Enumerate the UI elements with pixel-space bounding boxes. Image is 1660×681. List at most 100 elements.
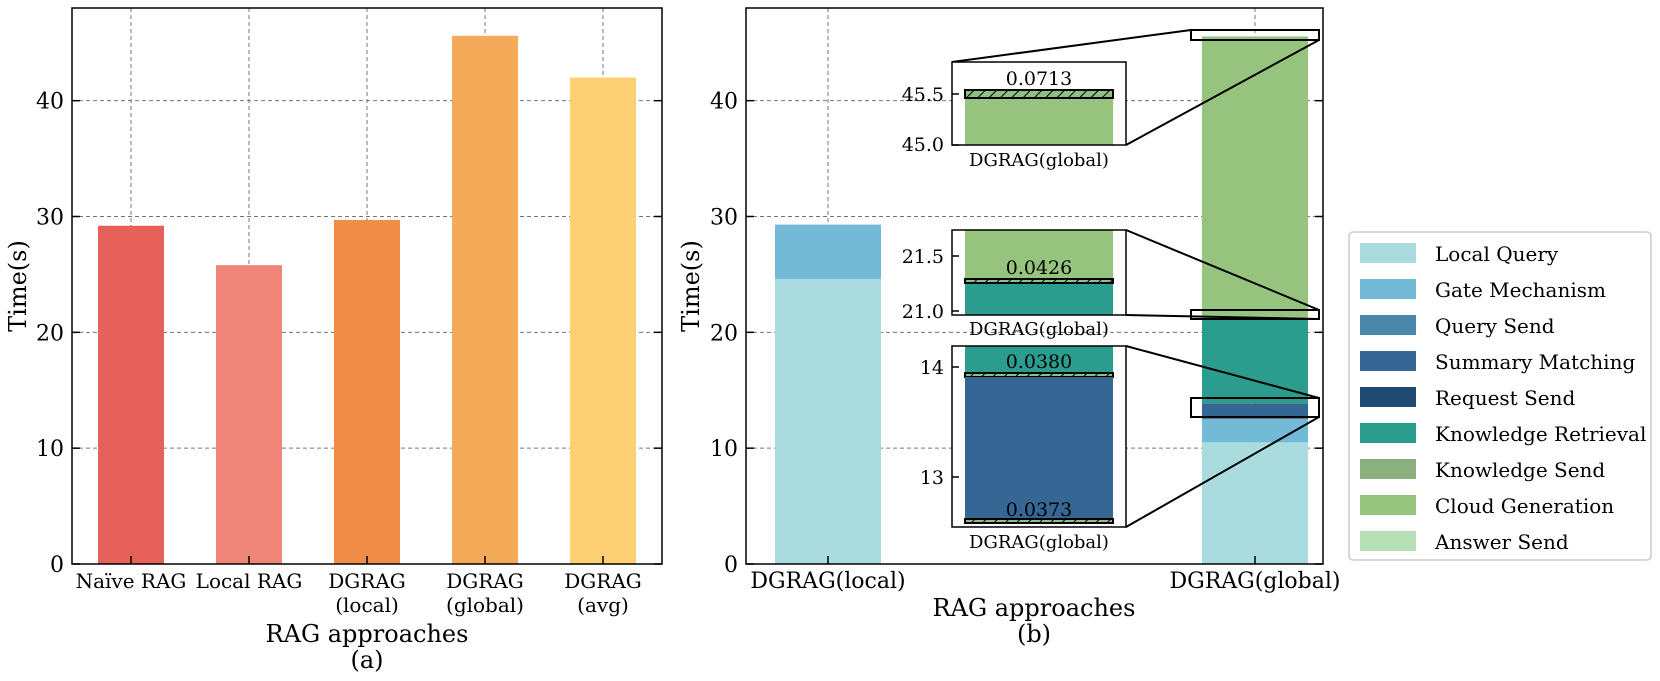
legend-swatch-knowledge-retrieval	[1360, 423, 1416, 443]
panel-a-x-axis-label: RAG approaches	[266, 620, 469, 648]
inset-top-x-label: DGRAG(global)	[969, 150, 1109, 171]
inset-middle-annotation-knowledge-send: 0.0426	[1006, 257, 1072, 279]
legend-label-knowledge-send: Knowledge Send	[1435, 458, 1605, 482]
panel-a-ytick-label-0: 0	[50, 553, 64, 578]
panel-a-xtick-label-local-rag-0: Local RAG	[196, 569, 303, 593]
panel-b-bar-dgrag-global-summary-matching	[1202, 403, 1308, 419]
inset-middle-tick-label-21-0: 21.0	[902, 301, 944, 323]
panel-a-bar-na-ve-rag	[98, 225, 164, 564]
inset-middle-bar-knowledge-retrieval	[965, 284, 1113, 315]
inset-top-frame	[951, 61, 1127, 146]
legend-label-request-send: Request Send	[1435, 386, 1575, 410]
legend-swatch-gate-mechanism	[1360, 279, 1416, 299]
inset-bottom-tick-label-14: 14	[920, 357, 944, 379]
zoom-box-top	[1190, 29, 1320, 41]
legend-swatch-request-send	[1360, 387, 1416, 407]
zoom-box-middle	[1190, 309, 1320, 320]
connector-middle-lower	[1125, 314, 1320, 320]
inset-middle-bar-knowledge-send	[964, 278, 1114, 284]
inset-bottom-x-label: DGRAG(global)	[969, 532, 1109, 553]
panel-b-bar-dgrag-global-query-send	[1202, 418, 1308, 420]
panel-a-xtick-label-dgrag-global-1: (global)	[446, 593, 524, 617]
inset-middle-frame	[951, 229, 1127, 316]
panel-a-bar-dgrag-local	[334, 219, 400, 564]
panel-b-bar-dgrag-global-local-query	[1202, 442, 1308, 564]
legend-label-gate-mechanism: Gate Mechanism	[1435, 278, 1606, 302]
legend-swatch-summary-matching	[1360, 351, 1416, 371]
panel-b-ytick-label-40: 40	[710, 90, 738, 115]
panel-a-bars	[98, 35, 636, 565]
panel-a-caption: (a)	[350, 646, 383, 674]
legend-label-query-send: Query Send	[1435, 314, 1555, 338]
panel-b-ytick-label-30: 30	[710, 206, 738, 231]
panel-b-ytick-label-0: 0	[724, 553, 738, 578]
legend-label-summary-matching: Summary Matching	[1435, 350, 1635, 374]
panel-b-frame	[745, 7, 1324, 565]
inset-top-annotation-answer-send: 0.0713	[1006, 68, 1072, 90]
inset-bottom-bar-knowledge-retrieval	[965, 346, 1113, 373]
connector-top-upper	[951, 29, 1192, 63]
inset-middle-bar-cloud-generation	[965, 230, 1113, 279]
legend-label-answer-send: Answer Send	[1434, 530, 1569, 554]
panel-b-xtick-label-dgrag-local: DGRAG(local)	[750, 569, 905, 594]
legend-label-cloud-generation: Cloud Generation	[1435, 494, 1614, 518]
panel-a-bar-local-rag	[216, 265, 282, 564]
panel-b: 0 10 20 30 40 DGRAG(local) DGRAG(global) Time…	[677, 7, 1341, 648]
inset-bottom-tick-label-13: 13	[920, 467, 944, 489]
legend-label-knowledge-retrieval: Knowledge Retrieval	[1435, 422, 1646, 446]
panel-b-caption: (b)	[1017, 620, 1051, 648]
panel-a-xtick-label-dgrag-avg-0: DGRAG	[564, 569, 642, 593]
panel-a-xtick-label-dgrag-local-0: DGRAG	[328, 569, 406, 593]
panel-b-bar-dgrag-local-gate-mechanism	[775, 224, 881, 280]
panel-b-x-ticks: DGRAG(local) DGRAG(global)	[750, 556, 1341, 594]
inset-bottom-annotation-request-send: 0.0380	[1006, 351, 1072, 373]
legend-swatch-knowledge-send	[1360, 459, 1416, 479]
inset-bottom-annotation-query-send: 0.0373	[1006, 499, 1072, 521]
panel-b-bar-dgrag-global-answer-send	[1202, 35, 1308, 37]
panel-a-ytick-label-10: 10	[36, 437, 64, 462]
panel-a-ytick-label-20: 20	[36, 321, 64, 346]
panel-b-ytick-label-10: 10	[710, 437, 738, 462]
panel-a-bar-dgrag-global	[452, 35, 518, 565]
panel-a-xtick-label-na-ve-rag-0: Naïve RAG	[76, 569, 187, 593]
panel-a-xtick-label-dgrag-global-0: DGRAG	[446, 569, 524, 593]
inset-bottom-bar-summary-matching	[965, 377, 1113, 519]
inset-bottom-frame	[951, 345, 1127, 528]
panel-a-xtick-label-dgrag-avg-1: (avg)	[577, 593, 629, 617]
legend-swatch-query-send	[1360, 315, 1416, 335]
panel-a-y-axis-label: Time(s)	[4, 240, 32, 332]
panel-b-bar-dgrag-global-gate-mechanism	[1202, 419, 1308, 443]
connector-top-lower	[1125, 39, 1320, 146]
connector-middle-upper	[1125, 229, 1320, 311]
zoom-box-bottom	[1190, 397, 1320, 418]
panel-b-bar-dgrag-local-local-query	[775, 279, 881, 564]
inset-bottom-bar-request-send	[964, 372, 1114, 378]
legend-frame	[1348, 231, 1652, 561]
inset-middle: 21.5 21.0 0.0426 DGRAG(global)	[902, 229, 1127, 340]
panel-a-x-ticks: Naïve RAG Local RAG DGRAG(local)DGRAG(glob…	[76, 556, 642, 617]
legend-swatch-answer-send	[1360, 531, 1416, 551]
panel-b-bar-dgrag-global-cloud-generation	[1202, 36, 1308, 319]
legend: Local Query Gate Mechanism Query Send Summa…	[1348, 231, 1652, 561]
inset-top-tick-label-45-5: 45.5	[902, 84, 944, 106]
panel-b-y-ticks: 0 10 20 30 40	[710, 90, 1323, 578]
panel-b-y-axis-label: Time(s)	[677, 240, 705, 332]
inset-bottom-bar-query-send	[964, 518, 1114, 524]
inset-middle-x-label: DGRAG(global)	[969, 319, 1109, 340]
panel-a-ytick-label-40: 40	[36, 90, 64, 115]
panel-b-x-axis-label: RAG approaches	[933, 594, 1136, 622]
panel-b-ytick-label-20: 20	[710, 321, 738, 346]
panel-a-ytick-label-30: 30	[36, 206, 64, 231]
panel-a-y-ticks: 0 10 20 30 40	[36, 90, 662, 578]
panel-b-bar-dgrag-global-knowledge-retrieval	[1202, 318, 1308, 404]
legend-swatch-local-query	[1360, 243, 1416, 263]
inset-top: 45.5 45.0 0.0713 DGRAG(global)	[902, 61, 1127, 171]
inset-top-bar-cloud-generation	[965, 99, 1113, 145]
inset-top-tick-label-45-0: 45.0	[902, 134, 944, 156]
panel-b-xtick-label-dgrag-global: DGRAG(global)	[1169, 569, 1340, 594]
inset-middle-tick-label-21-5: 21.5	[902, 246, 944, 268]
legend-swatch-cloud-generation	[1360, 495, 1416, 515]
connector-bottom-upper	[1125, 345, 1320, 399]
